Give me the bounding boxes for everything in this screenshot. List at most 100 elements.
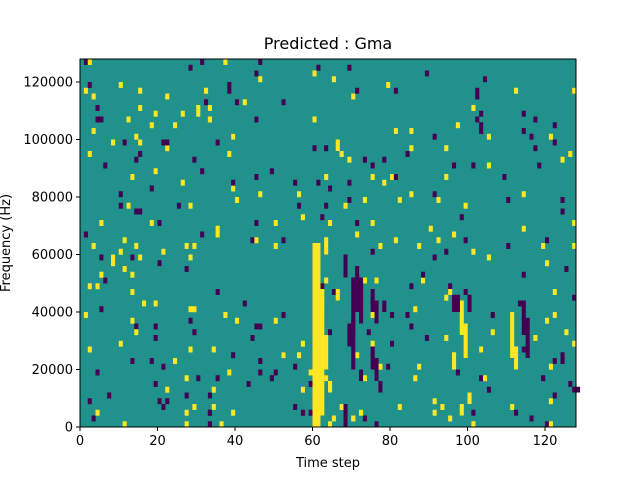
heatmap-cell [455, 294, 460, 312]
heatmap-cell [184, 266, 189, 272]
heatmap-cell [207, 421, 212, 428]
x-tick-label: 120 [533, 434, 558, 449]
heatmap-cell [107, 392, 112, 399]
heatmap-cell [471, 162, 476, 169]
heatmap-cell [370, 289, 375, 312]
heatmap-cell [204, 87, 209, 94]
heatmap-cell [165, 386, 170, 393]
heatmap-cell [370, 220, 375, 226]
heatmap-cell [521, 346, 526, 353]
heatmap-cell [560, 352, 565, 359]
heatmap-cell [250, 335, 255, 341]
heatmap-cell [196, 110, 201, 117]
heatmap-cell [521, 225, 526, 232]
heatmap-cell [312, 243, 317, 427]
heatmap-cell [184, 375, 189, 382]
heatmap-cell [568, 381, 573, 387]
heatmap-cell [471, 248, 476, 255]
heatmap-cell [200, 168, 205, 175]
heatmap-cell [335, 289, 340, 301]
heatmap-cell [153, 110, 158, 117]
heatmap-cell [157, 220, 162, 226]
heatmap-cell [180, 110, 185, 117]
heatmap-cell [165, 139, 170, 146]
heatmap-cell [134, 133, 139, 140]
heatmap-cell [463, 289, 468, 295]
heatmap-cell [250, 237, 255, 244]
heatmap-cell [541, 375, 546, 382]
heatmap-cell [324, 145, 329, 152]
heatmap-cell [161, 139, 166, 146]
heatmap-cell [525, 317, 530, 324]
heatmap-cell [467, 392, 472, 404]
heatmap-cell [521, 300, 526, 335]
heatmap-cell [382, 300, 387, 312]
heatmap-cell [517, 300, 522, 307]
heatmap-cell [382, 156, 387, 163]
heatmap-cell [95, 116, 100, 123]
heatmap-cell [273, 369, 278, 376]
heatmap-cell [231, 185, 236, 192]
heatmap-cell [83, 59, 88, 65]
heatmap-cell [471, 409, 476, 416]
heatmap-cell [188, 317, 193, 324]
heatmap-cell [188, 306, 193, 313]
heatmap-cell [324, 375, 329, 382]
heatmap-cell [347, 323, 352, 347]
x-axis-label: Time step [295, 456, 360, 471]
heatmap-cell [300, 386, 305, 393]
heatmap-cell [95, 283, 100, 290]
heatmap-cell [118, 340, 123, 347]
heatmap-cell [130, 271, 135, 278]
heatmap-cell [223, 312, 228, 318]
heatmap-cell [258, 191, 263, 198]
heatmap-cell [409, 191, 414, 198]
heatmap-cell [99, 306, 104, 313]
heatmap-cell [324, 277, 329, 284]
y-tick-label: 80000 [32, 191, 73, 206]
heatmap-cell [130, 358, 135, 364]
heatmap-cell [452, 352, 457, 359]
heatmap-cell [192, 156, 197, 163]
heatmap-cell [537, 162, 542, 169]
heatmap-cell [103, 277, 108, 284]
heatmap-cell [281, 99, 286, 106]
plot-frame [79, 58, 577, 428]
heatmap-cell [463, 323, 468, 358]
heatmap-cell [370, 162, 375, 169]
heatmap-cell [254, 237, 259, 244]
heatmap-cell [281, 237, 286, 244]
heatmap-cell [572, 340, 577, 347]
heatmap-cell [413, 375, 418, 382]
heatmap-cell [300, 214, 305, 221]
heatmap-cell [444, 174, 449, 180]
heatmap-cell [362, 415, 367, 422]
x-axis: 0 20 40 60 80 100 120 [76, 427, 558, 449]
heatmap-cell [173, 358, 178, 364]
heatmap-cell [370, 312, 375, 318]
heatmap-cell [91, 128, 96, 134]
heatmap-cell [103, 162, 108, 169]
y-tick-label: 100000 [23, 133, 73, 148]
heatmap-cell [293, 179, 298, 186]
heatmap-cell [273, 243, 278, 249]
heatmap-cell [142, 300, 147, 307]
heatmap-cell [475, 87, 480, 94]
x-tick-label: 80 [382, 434, 399, 449]
heatmap-cell [130, 289, 135, 295]
heatmap-cell [510, 404, 515, 410]
heatmap-cell [382, 179, 387, 186]
heatmap-cell [490, 329, 495, 336]
heatmap-cell [215, 139, 220, 146]
heatmap-cell [533, 116, 538, 123]
heatmap-cell [312, 116, 317, 123]
heatmap-cell [386, 363, 391, 370]
heatmap-cell [432, 133, 437, 140]
heatmap-cell [506, 197, 511, 203]
heatmap-cell [138, 208, 143, 215]
heatmap-cell [254, 220, 259, 226]
heatmap-cell [397, 197, 402, 203]
heatmap-cell [297, 191, 302, 198]
heatmap-cell [324, 335, 329, 370]
